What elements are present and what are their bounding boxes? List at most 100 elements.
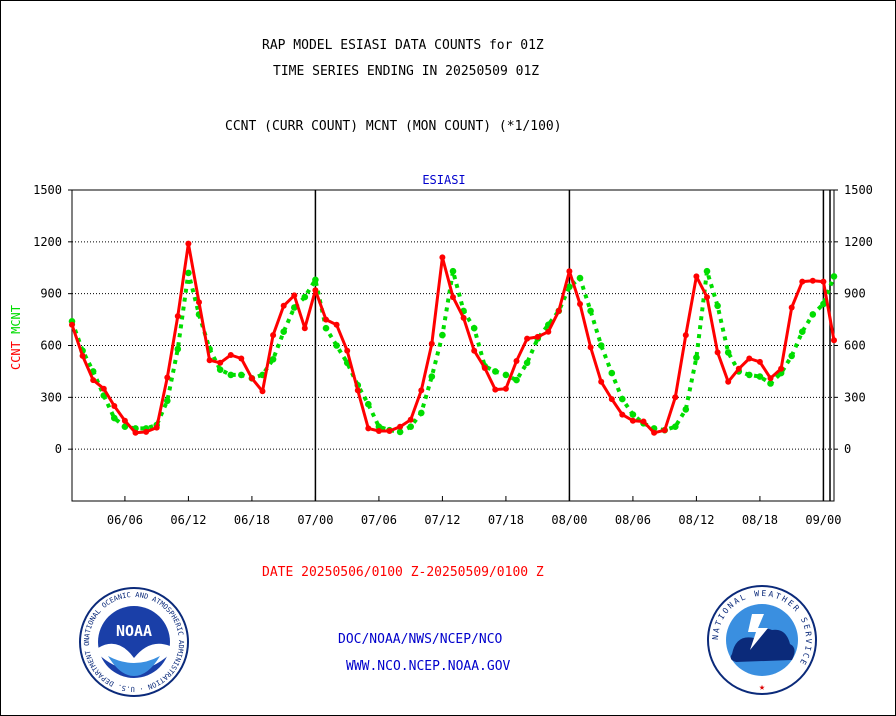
- point-mcnt-4: [111, 414, 118, 422]
- point-mcnt-68: [788, 352, 795, 360]
- point-ccnt-21: [291, 292, 298, 299]
- chart-subtitle: CCNT (CURR COUNT) MCNT (MON COUNT) (*1/1…: [225, 119, 562, 134]
- y-axis-label-ccnt: CCNT: [9, 334, 23, 370]
- point-ccnt-49: [587, 344, 594, 351]
- chart-title-line1: RAP MODEL ESIASI DATA COUNTS for 01Z: [262, 38, 544, 53]
- point-mcnt-11: [185, 269, 192, 277]
- x-tick-label-07/18: 07/18: [488, 513, 524, 527]
- point-mcnt-47: [566, 283, 573, 291]
- point-ccnt-71: [820, 278, 827, 285]
- plot-area: [71, 189, 835, 502]
- y-tick-label-left-900: 900: [40, 287, 62, 301]
- point-mcnt-19: [269, 356, 277, 363]
- point-ccnt-3: [100, 385, 107, 392]
- point-ccnt-24: [323, 316, 329, 323]
- x-tick-label-08/18: 08/18: [742, 513, 778, 527]
- point-mcnt-43: [523, 359, 531, 367]
- point-ccnt-53: [629, 417, 636, 424]
- point-mcnt-35: [439, 331, 446, 339]
- point-ccnt-35: [439, 254, 446, 261]
- point-ccnt-7: [143, 428, 150, 435]
- point-mcnt-49: [587, 307, 594, 315]
- point-mcnt-62: [724, 349, 732, 356]
- point-ccnt-17: [248, 375, 255, 382]
- point-mcnt-52: [619, 395, 626, 403]
- x-tick-label-07/06: 07/06: [361, 513, 397, 527]
- point-ccnt-69: [799, 278, 806, 285]
- point-mcnt-38: [470, 324, 478, 332]
- point-ccnt-30: [386, 428, 393, 434]
- point-ccnt-6: [132, 429, 139, 436]
- point-ccnt-36: [450, 294, 456, 301]
- point-mcnt-66: [767, 380, 774, 387]
- point-mcnt-57: [672, 423, 679, 431]
- point-mcnt-72: [830, 273, 838, 280]
- point-ccnt-58: [682, 332, 689, 339]
- point-ccnt-14: [217, 359, 224, 366]
- point-mcnt-29: [375, 423, 383, 431]
- noaa-logo[interactable]: NATIONAL OCEANIC AND ATMOSPHERIC ADMINIS…: [78, 586, 190, 698]
- point-mcnt-22: [301, 293, 309, 301]
- point-ccnt-5: [121, 417, 128, 424]
- point-ccnt-29: [375, 428, 382, 434]
- point-ccnt-0: [69, 321, 75, 328]
- axes: 0 0 300 300 600 600 900 900 1200 1200 1500 1500 06/0…: [33, 183, 873, 527]
- point-mcnt-51: [608, 369, 616, 377]
- point-ccnt-60: [704, 294, 710, 301]
- point-ccnt-12: [196, 299, 202, 306]
- point-mcnt-60: [703, 267, 711, 275]
- point-ccnt-13: [206, 357, 213, 364]
- point-ccnt-52: [619, 411, 626, 418]
- series-group: [68, 240, 838, 436]
- point-ccnt-19: [270, 332, 277, 339]
- point-ccnt-66: [767, 375, 774, 382]
- point-ccnt-4: [111, 403, 118, 409]
- point-mcnt-61: [714, 302, 721, 310]
- point-mcnt-14: [216, 366, 224, 374]
- point-mcnt-28: [365, 400, 372, 408]
- y-tick-label-left-0: 0: [55, 442, 62, 456]
- point-mcnt-53: [629, 411, 637, 418]
- point-ccnt-26: [344, 347, 351, 354]
- point-mcnt-48: [576, 274, 584, 282]
- point-ccnt-40: [492, 386, 499, 393]
- point-ccnt-16: [238, 355, 245, 362]
- y-tick-label-right-0: 0: [844, 442, 851, 456]
- point-mcnt-40: [492, 368, 499, 375]
- point-mcnt-21: [291, 304, 298, 311]
- point-mcnt-70: [809, 311, 817, 318]
- x-tick-label-06/06: 06/06: [107, 513, 143, 527]
- time-series-chart: ESIASI 0 0 300 300 600 600 900 900 1200 1200 1500 1…: [9, 173, 873, 527]
- point-mcnt-58: [682, 406, 690, 413]
- point-ccnt-62: [725, 378, 732, 385]
- nco-link-1[interactable]: DOC/NOAA/NWS/NCEP/NCO: [338, 632, 503, 647]
- point-ccnt-68: [788, 304, 795, 311]
- point-ccnt-61: [714, 349, 721, 356]
- point-ccnt-43: [524, 335, 531, 342]
- y-axis-label-mcnt: MCNT: [9, 305, 23, 334]
- point-mcnt-31: [396, 428, 404, 436]
- point-mcnt-36: [449, 267, 457, 275]
- point-ccnt-27: [354, 387, 361, 394]
- point-ccnt-33: [418, 387, 425, 394]
- point-mcnt-41: [502, 371, 510, 379]
- y-axis-label-group: CCNT MCNT: [9, 305, 23, 370]
- y-tick-label-right-1200: 1200: [844, 235, 873, 249]
- x-tick-label-09/00: 09/00: [805, 513, 841, 527]
- nco-link-2[interactable]: WWW.NCO.NCEP.NOAA.GOV: [346, 659, 511, 674]
- point-ccnt-1: [79, 352, 86, 359]
- point-ccnt-25: [333, 321, 340, 328]
- point-mcnt-34: [428, 373, 436, 380]
- x-tick-label-06/12: 06/12: [170, 513, 206, 527]
- point-mcnt-33: [418, 409, 425, 417]
- nws-logo[interactable]: NATIONAL WEATHER SERVICE ★: [706, 584, 818, 696]
- point-mcnt-9: [164, 397, 171, 405]
- point-ccnt-59: [693, 273, 700, 280]
- point-mcnt-10: [174, 345, 182, 353]
- point-mcnt-5: [121, 423, 129, 431]
- point-ccnt-42: [513, 358, 520, 364]
- point-ccnt-18: [259, 388, 266, 395]
- point-ccnt-15: [227, 352, 234, 358]
- date-range-label: DATE 20250506/0100 Z-20250509/0100 Z: [262, 565, 544, 580]
- point-ccnt-64: [746, 355, 753, 362]
